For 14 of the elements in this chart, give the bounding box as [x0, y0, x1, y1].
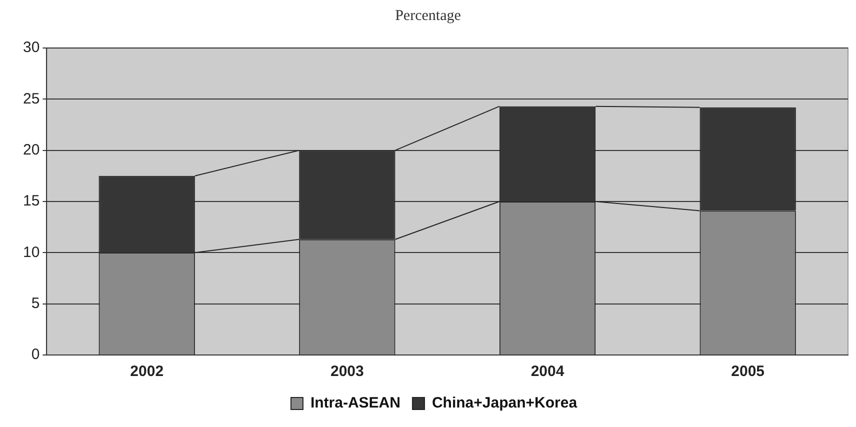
x-tick-label: 2003 [330, 363, 364, 380]
y-tick-label: 0 [31, 346, 40, 364]
legend-label: Intra-ASEAN [310, 394, 400, 412]
y-tick-label: 25 [22, 90, 40, 108]
x-tick-label: 2005 [731, 363, 765, 380]
y-tick-label: 5 [31, 294, 40, 312]
x-tick-label: 2004 [530, 363, 565, 380]
y-tick-label: 30 [22, 39, 40, 56]
x-tick-label: 2002 [130, 363, 164, 380]
chart-title: Percentage [394, 8, 462, 25]
y-tick-label: 15 [22, 192, 40, 210]
legend-label: China+Japan+Korea [432, 394, 578, 412]
y-tick-label: 20 [22, 141, 40, 158]
y-tick-label: 10 [22, 244, 40, 261]
